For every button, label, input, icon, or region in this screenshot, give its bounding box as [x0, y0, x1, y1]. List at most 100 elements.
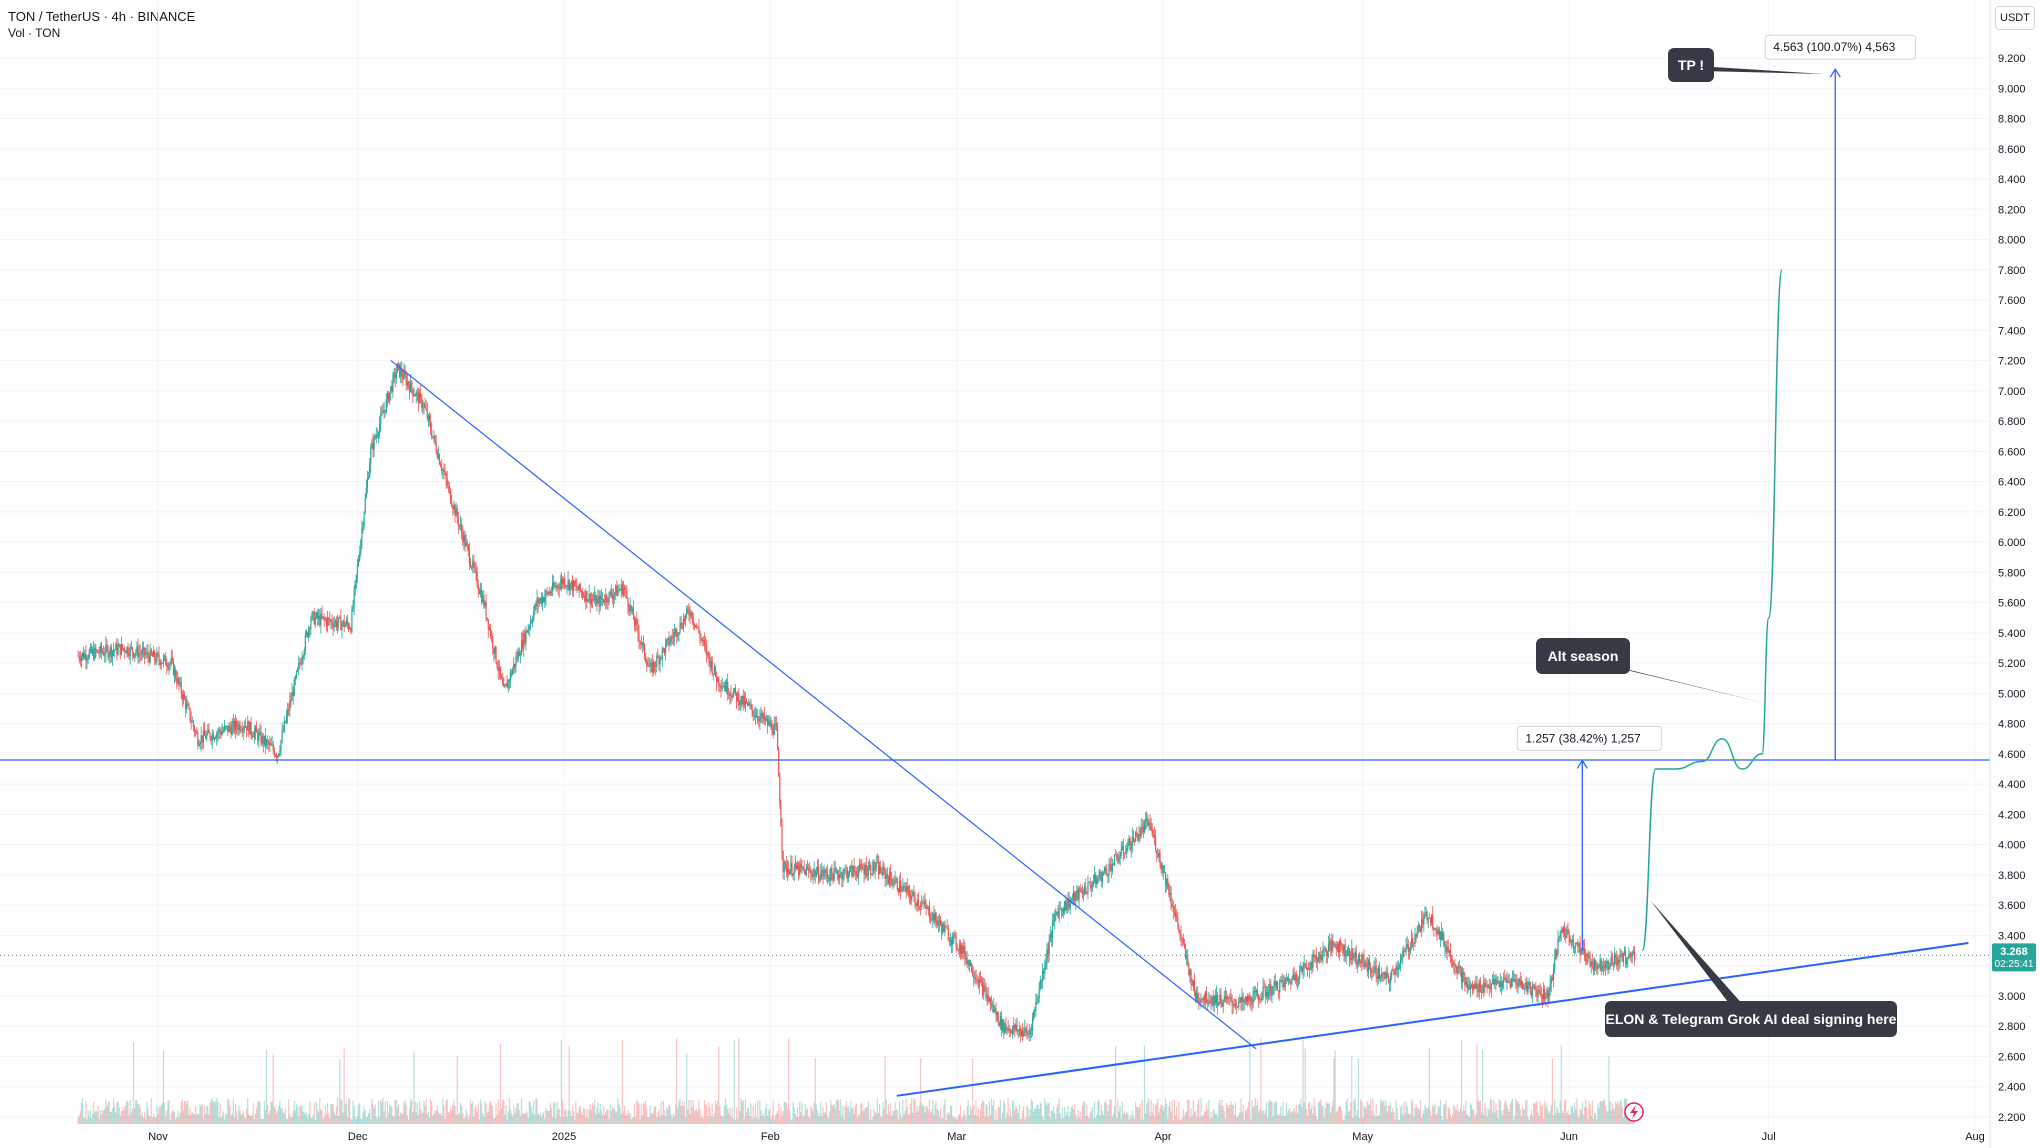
volume-bar [1274, 1101, 1276, 1124]
candle-body [1337, 943, 1340, 953]
volume-bar [669, 1106, 671, 1124]
candle-body [741, 695, 743, 705]
candle-body [734, 687, 737, 693]
candle-body [199, 743, 201, 746]
volume-bar [1581, 1102, 1583, 1124]
candle-body [882, 866, 884, 875]
candle-body [698, 627, 700, 633]
volume-bar [1051, 1110, 1054, 1124]
volume-bar [1081, 1105, 1084, 1124]
candle-body [608, 591, 610, 603]
volume-bar [216, 1098, 218, 1124]
volume-bar [422, 1113, 424, 1124]
volume-bar [601, 1114, 604, 1124]
volume-bar [1559, 1101, 1561, 1124]
candle-body [1166, 878, 1168, 886]
volume-bar [349, 1099, 351, 1124]
volume-bar [999, 1099, 1001, 1124]
candle-body [116, 644, 118, 654]
volume-bar [1307, 1103, 1310, 1124]
candle-body [1181, 937, 1183, 939]
candle-body [265, 740, 268, 746]
volume-bar [271, 1101, 273, 1124]
candle-body [577, 589, 579, 591]
price-tick-label: 8.000 [1998, 235, 2026, 247]
candle-body [283, 721, 285, 732]
volume-bar [1251, 1099, 1253, 1124]
volume-bar [165, 1117, 167, 1124]
candle-body [723, 686, 725, 688]
candle-body [665, 643, 667, 654]
volume-bar [1186, 1110, 1188, 1124]
candle-body [1550, 977, 1552, 984]
volume-bar [1562, 1113, 1565, 1124]
candle-body [982, 982, 984, 996]
candle-body [870, 865, 872, 874]
volume-bar [1259, 1109, 1261, 1124]
candle-body [830, 867, 832, 881]
current-price-label: 3.268 [2000, 946, 2028, 958]
candle-body [570, 580, 573, 584]
currency-button[interactable]: USDT [1995, 6, 2035, 30]
candle-body [1071, 898, 1074, 900]
candle-body [621, 584, 624, 595]
candle-body [1371, 971, 1373, 973]
candle-body [1109, 863, 1111, 865]
volume-bar [1326, 1103, 1329, 1124]
volume-bar [313, 1102, 315, 1124]
price-tick-label: 5.200 [1998, 658, 2026, 670]
candle-body [1588, 954, 1590, 958]
symbol-title[interactable]: TON / TetherUS · 4h · BINANCE [8, 9, 196, 24]
candle-body [1477, 991, 1479, 993]
candle-body [1246, 996, 1249, 1003]
volume-bar [1269, 1099, 1271, 1124]
volume-legend[interactable]: Vol · TON [8, 26, 61, 40]
candle-body [244, 726, 247, 728]
volume-bar [243, 1117, 246, 1124]
volume-bar [872, 1116, 874, 1124]
candle-body [546, 591, 548, 593]
candle-body [309, 628, 311, 630]
candle-body [151, 654, 154, 657]
candle-body [210, 738, 212, 741]
volume-bar [1437, 1105, 1439, 1124]
volume-bar [606, 1108, 608, 1124]
candle-body [1387, 975, 1389, 982]
candle-body [212, 733, 214, 740]
candle-body [268, 742, 270, 746]
volume-bar [253, 1119, 255, 1124]
volume-bar [910, 1103, 912, 1124]
volume-bar [1617, 1100, 1619, 1124]
volume-bar [114, 1106, 116, 1124]
volume-bar [508, 1098, 510, 1124]
candle-body [727, 681, 729, 695]
volume-bar [588, 1108, 590, 1124]
candle-body [203, 730, 206, 736]
volume-bar [1188, 1099, 1190, 1124]
candle-body [1014, 1024, 1016, 1031]
candle-body [638, 633, 640, 642]
candle-body [1500, 981, 1503, 987]
candle-body [1253, 990, 1255, 994]
volume-bar [382, 1098, 384, 1124]
candle-body [1489, 987, 1491, 989]
candle-body [333, 623, 335, 628]
candle-body [681, 627, 683, 629]
candle-body [721, 686, 723, 689]
candle-body [136, 646, 138, 653]
candle-body [148, 656, 150, 663]
volume-bar [1555, 1113, 1557, 1124]
candle-body [821, 869, 823, 874]
volume-bar [936, 1109, 938, 1124]
volume-bar [832, 1105, 834, 1124]
candle-body [1365, 962, 1367, 966]
volume-bar [539, 1112, 541, 1124]
volume-bar [1239, 1111, 1241, 1124]
candle-body [614, 592, 616, 596]
volume-bar [179, 1112, 181, 1124]
candle-body [655, 666, 657, 668]
candle-body [1619, 954, 1621, 963]
candle-body [234, 721, 237, 731]
volume-bar [367, 1112, 370, 1124]
